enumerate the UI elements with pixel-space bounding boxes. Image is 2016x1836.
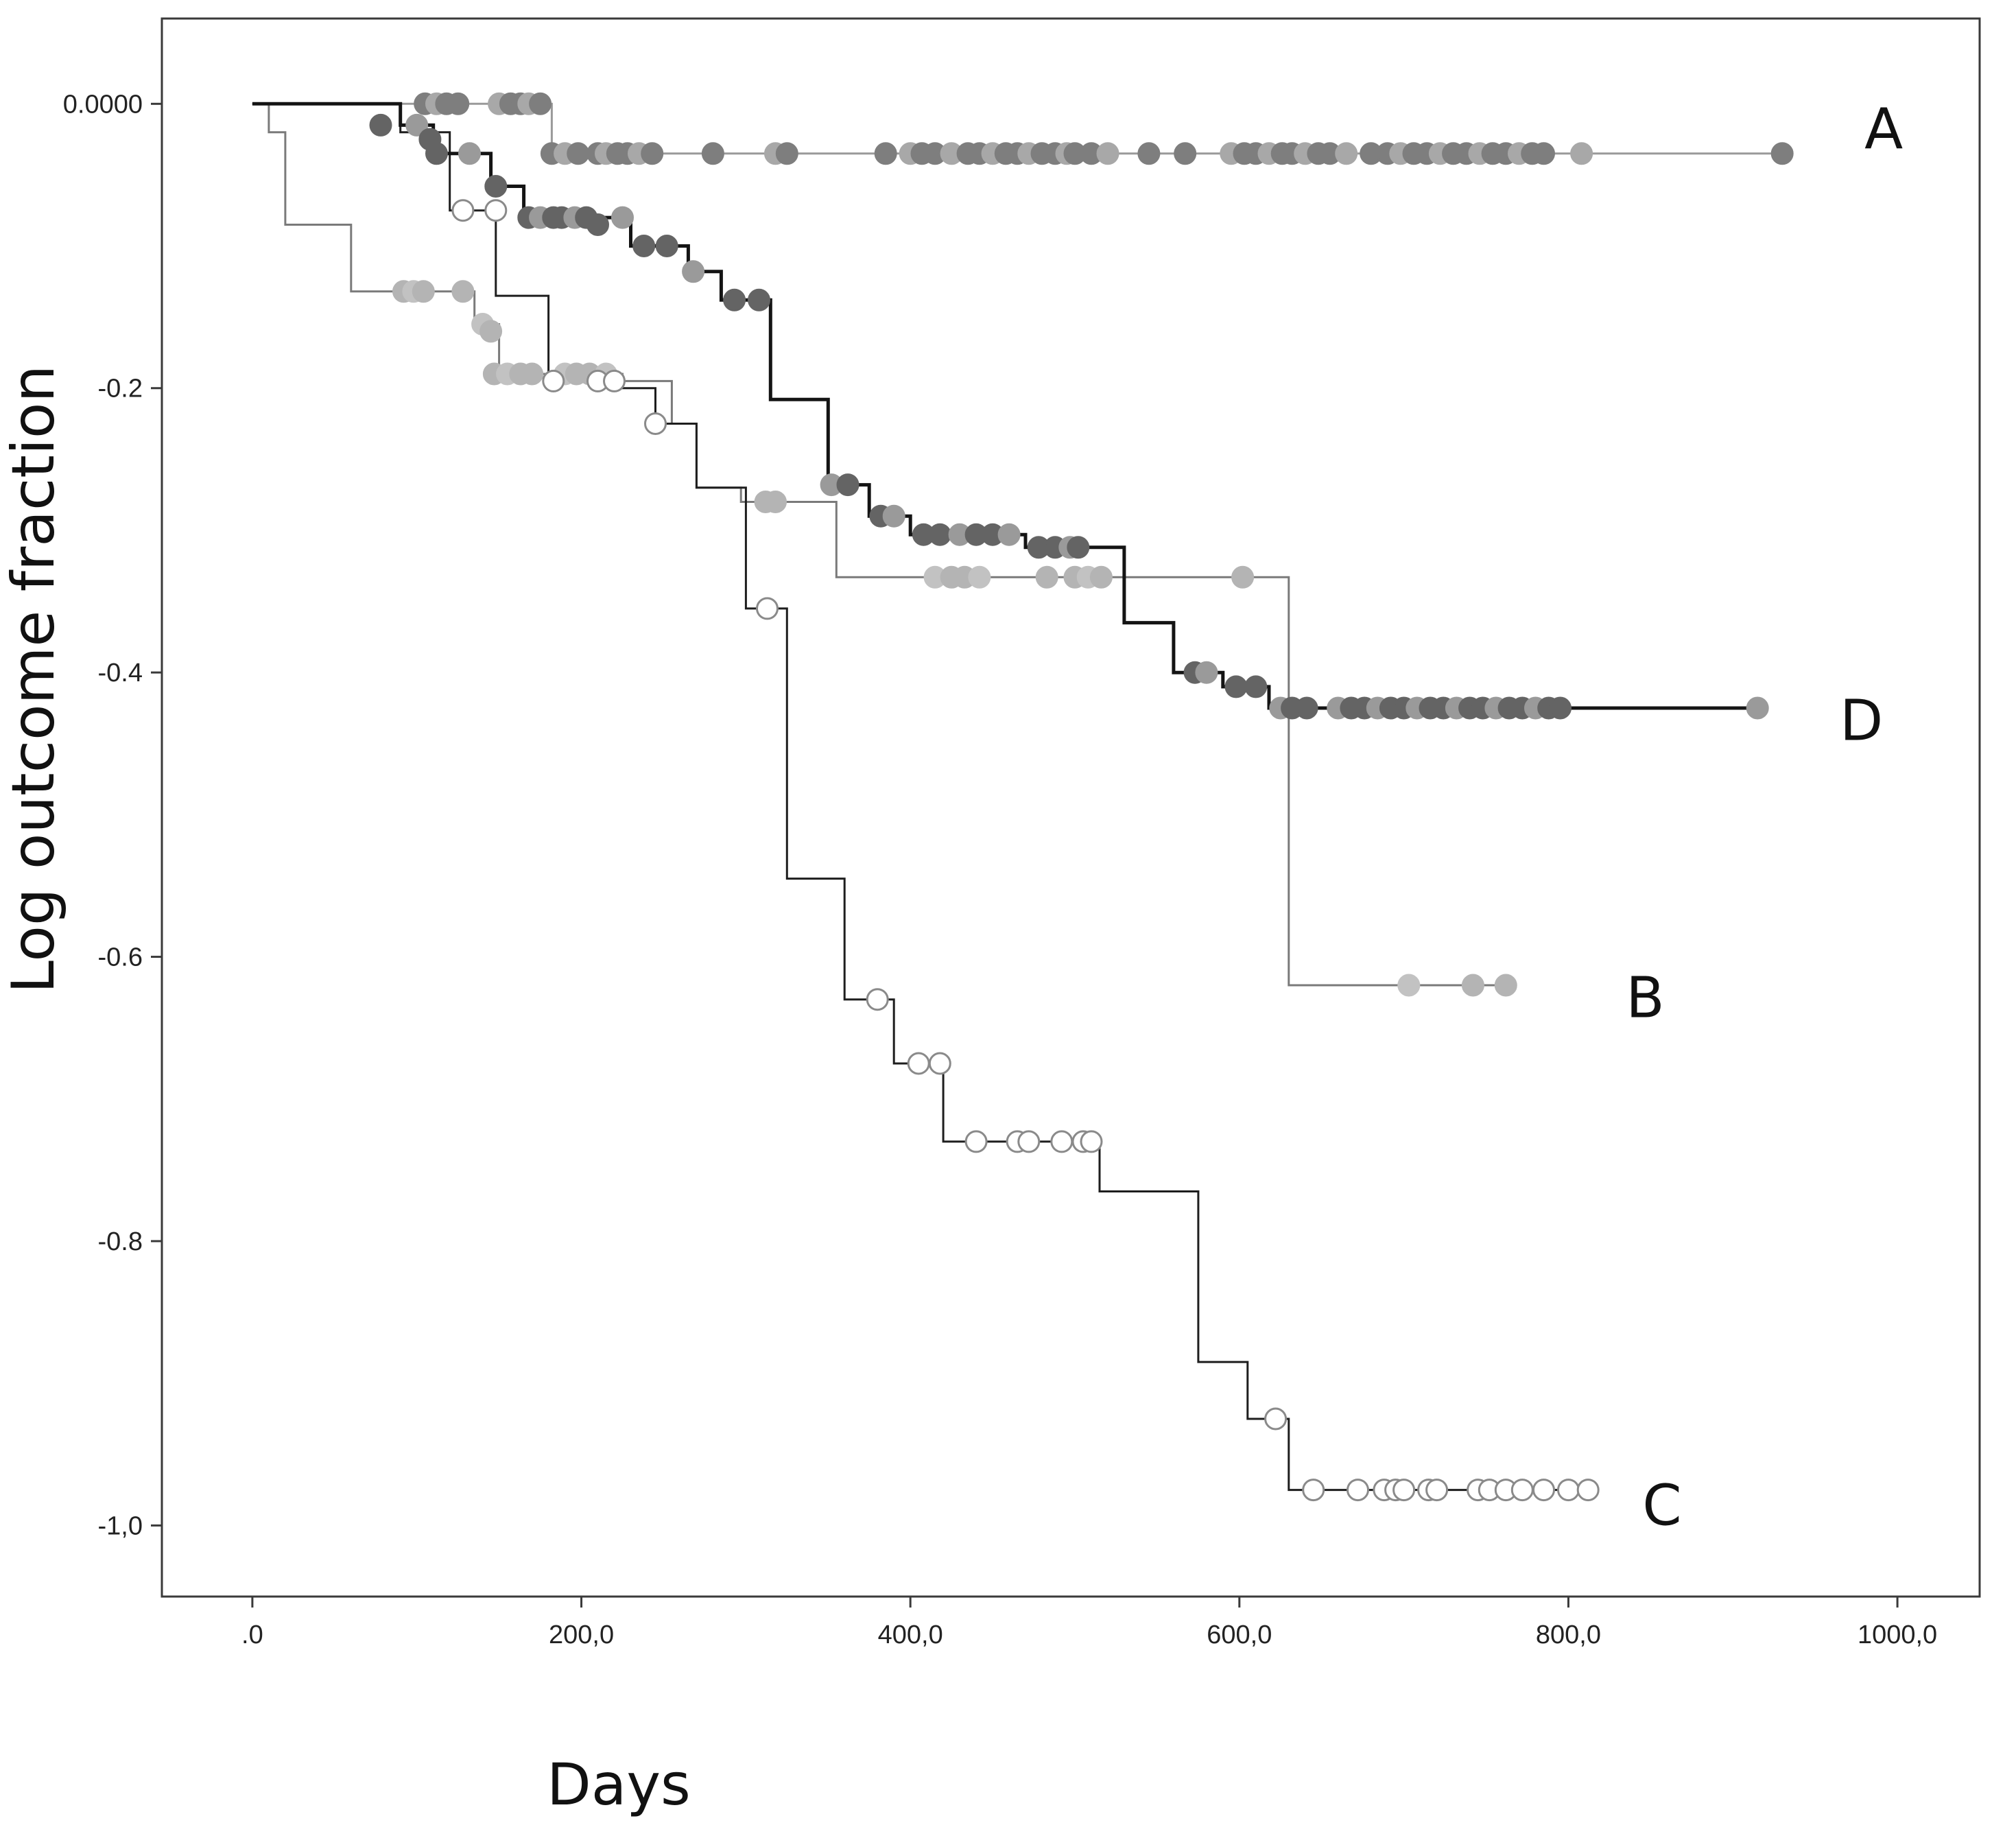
censor-marker-d bbox=[836, 473, 859, 497]
censor-marker-b bbox=[1089, 565, 1113, 589]
series-label-c: C bbox=[1642, 1473, 1681, 1538]
series-labels: A B C D bbox=[1626, 97, 1903, 1539]
y-tick-label: -0.8 bbox=[98, 1227, 143, 1256]
y-tick-label: -0.6 bbox=[98, 943, 143, 972]
censor-marker-d bbox=[997, 523, 1021, 546]
censor-marker-a bbox=[529, 92, 552, 115]
series-label-a: A bbox=[1864, 97, 1903, 163]
censor-marker-d bbox=[369, 113, 392, 137]
x-tick-label: 800,0 bbox=[1536, 1621, 1601, 1649]
censor-marker-b bbox=[1397, 974, 1421, 997]
censor-marker-d bbox=[1195, 661, 1218, 684]
censor-marker-a bbox=[567, 142, 590, 165]
censor-marker-b bbox=[1461, 974, 1484, 997]
censor-marker-d bbox=[1244, 675, 1268, 698]
censor-marker-c bbox=[1532, 1479, 1555, 1502]
censor-marker-b bbox=[479, 320, 503, 343]
censor-marker-d bbox=[632, 235, 656, 257]
censor-marker-d bbox=[484, 175, 508, 198]
plot-frame bbox=[161, 17, 1981, 1598]
censor-marker-c bbox=[603, 369, 626, 392]
censor-marker-c bbox=[1017, 1130, 1041, 1153]
series-label-b: B bbox=[1626, 966, 1664, 1031]
censor-marker-c bbox=[1347, 1479, 1369, 1502]
censor-marker-a bbox=[775, 142, 798, 165]
x-tick-label: .0 bbox=[241, 1621, 263, 1649]
censor-marker-d bbox=[1295, 696, 1318, 720]
censor-markers bbox=[369, 92, 1794, 1502]
censor-marker-a bbox=[1137, 142, 1161, 165]
censor-marker-d bbox=[928, 523, 951, 546]
x-axis-title: Days bbox=[547, 1751, 691, 1818]
y-tick-label: -1,0 bbox=[98, 1511, 143, 1540]
censor-marker-a bbox=[1335, 142, 1358, 165]
censor-marker-d bbox=[723, 288, 746, 311]
censor-marker-c bbox=[451, 199, 475, 222]
censor-marker-d bbox=[405, 113, 429, 137]
series-label-d: D bbox=[1840, 689, 1883, 754]
censor-marker-c bbox=[756, 597, 779, 620]
censor-marker-c bbox=[484, 199, 508, 222]
censor-marker-c bbox=[1425, 1479, 1449, 1502]
x-tick-label: 200,0 bbox=[549, 1621, 614, 1649]
y-tick-label: -0.2 bbox=[98, 375, 143, 403]
censor-marker-b bbox=[968, 565, 991, 589]
censor-marker-c bbox=[1302, 1479, 1325, 1502]
x-axis-ticks: .0 200,0 400,0 600,0 800,0 1000,0 bbox=[241, 1597, 1937, 1649]
censor-marker-b bbox=[412, 280, 435, 303]
y-tick-label: -0.4 bbox=[98, 659, 143, 687]
censor-marker-d bbox=[682, 260, 705, 283]
y-tick-label: 0.0000 bbox=[63, 90, 143, 119]
censor-marker-a bbox=[447, 92, 470, 115]
censor-marker-d bbox=[425, 142, 448, 165]
censor-marker-d bbox=[1549, 696, 1572, 720]
censor-marker-d bbox=[882, 504, 905, 528]
censor-marker-c bbox=[542, 369, 565, 392]
censor-marker-d bbox=[655, 235, 678, 257]
y-axis-title: Log outcome fraction bbox=[0, 365, 68, 993]
censor-marker-a bbox=[1532, 142, 1555, 165]
censor-marker-a bbox=[1770, 142, 1794, 165]
y-axis-ticks: 0.0000 -0.2 -0.4 -0.6 -0.8 -1,0 bbox=[63, 90, 162, 1540]
censor-marker-a bbox=[701, 142, 724, 165]
censor-marker-b bbox=[1035, 565, 1058, 589]
censor-marker-b bbox=[764, 491, 787, 513]
x-tick-label: 600,0 bbox=[1207, 1621, 1272, 1649]
censor-marker-d bbox=[458, 142, 481, 165]
censor-marker-d bbox=[586, 213, 609, 236]
censor-marker-c bbox=[964, 1130, 988, 1153]
censor-marker-b bbox=[1494, 974, 1517, 997]
censor-marker-c bbox=[866, 988, 889, 1011]
censor-marker-c bbox=[1557, 1479, 1580, 1502]
censor-marker-a bbox=[1174, 142, 1197, 165]
censor-marker-a bbox=[874, 142, 897, 165]
censor-marker-b bbox=[451, 280, 475, 303]
censor-marker-d bbox=[1224, 675, 1248, 698]
censor-marker-b bbox=[1231, 565, 1255, 589]
censor-marker-c bbox=[1576, 1479, 1600, 1502]
x-tick-label: 400,0 bbox=[878, 1621, 943, 1649]
censor-marker-a bbox=[1096, 142, 1119, 165]
series-line-d bbox=[252, 102, 1758, 710]
censor-marker-c bbox=[1392, 1479, 1416, 1502]
x-tick-label: 1000,0 bbox=[1858, 1621, 1937, 1649]
censor-marker-a bbox=[641, 142, 664, 165]
censor-marker-b bbox=[521, 362, 544, 386]
censor-marker-d bbox=[1067, 536, 1090, 559]
censor-marker-c bbox=[928, 1052, 951, 1075]
censor-marker-d bbox=[611, 206, 634, 229]
censor-marker-c bbox=[1050, 1130, 1074, 1153]
censor-marker-c bbox=[644, 412, 667, 435]
censor-marker-c bbox=[1080, 1130, 1103, 1153]
censor-marker-d bbox=[1746, 696, 1769, 720]
censor-marker-d bbox=[748, 288, 770, 311]
censor-marker-c bbox=[1264, 1407, 1288, 1431]
censor-marker-c bbox=[1510, 1479, 1534, 1502]
censor-marker-c bbox=[907, 1052, 930, 1075]
censor-marker-a bbox=[1570, 142, 1593, 165]
